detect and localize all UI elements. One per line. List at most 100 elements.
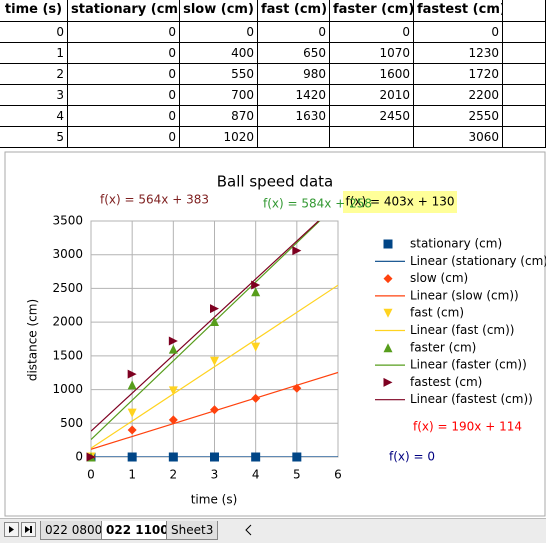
cell[interactable]: 1020: [180, 127, 258, 148]
trendline-equation: f(x) = 190x + 114: [413, 420, 522, 434]
cell[interactable]: 2550: [414, 106, 503, 127]
cell[interactable]: 870: [180, 106, 258, 127]
cell[interactable]: [330, 127, 414, 148]
cell[interactable]: 700: [180, 85, 258, 106]
cell[interactable]: [503, 85, 546, 106]
sheet-tab[interactable]: Sheet3: [166, 521, 219, 540]
cell[interactable]: [503, 127, 546, 148]
spreadsheet: time (s) stationary (cm) slow (cm) fast (cm…: [0, 0, 546, 152]
legend-label: Linear (fast (cm)): [410, 323, 514, 337]
y-tick-label: 3000: [52, 247, 83, 261]
data-point: [168, 452, 178, 462]
data-point: [292, 246, 302, 256]
header-cell[interactable]: fastest (cm): [414, 0, 503, 22]
cell[interactable]: 0: [414, 22, 503, 43]
header-cell[interactable]: time (s): [0, 0, 68, 22]
legend-marker: [383, 274, 393, 284]
legend-marker: [383, 377, 393, 387]
cell[interactable]: 2450: [330, 106, 414, 127]
data-point: [127, 369, 137, 379]
y-tick-label: 3500: [52, 214, 83, 228]
x-tick-label: 5: [293, 468, 301, 482]
cell[interactable]: 0: [68, 106, 180, 127]
data-point: [127, 380, 137, 390]
cell[interactable]: 0: [258, 22, 330, 43]
cell[interactable]: 0: [68, 22, 180, 43]
cell[interactable]: 550: [180, 64, 258, 85]
cell[interactable]: 0: [0, 22, 68, 43]
header-cell[interactable]: slow (cm): [180, 0, 258, 22]
chart: Ball speed data time (s) distance (cm) 0…: [4, 151, 546, 517]
cell[interactable]: 0: [68, 43, 180, 64]
y-tick-label: 1500: [52, 348, 83, 362]
equation-highlight: [343, 191, 457, 213]
data-point: [168, 336, 178, 346]
cell[interactable]: 0: [180, 22, 258, 43]
data-point: [168, 344, 178, 354]
cell[interactable]: 1230: [414, 43, 503, 64]
cell[interactable]: 3060: [414, 127, 503, 148]
data-point: [210, 405, 219, 415]
cell[interactable]: 980: [258, 64, 330, 85]
x-tick-label: 3: [211, 468, 219, 482]
cell[interactable]: 0: [68, 85, 180, 106]
x-axis-label: time (s): [191, 493, 238, 507]
cell[interactable]: 2200: [414, 85, 503, 106]
data-point: [168, 386, 178, 396]
cell[interactable]: [503, 22, 546, 43]
x-tick-label: 6: [334, 468, 342, 482]
cell[interactable]: 4: [0, 106, 68, 127]
trendline-equation: f(x) = 584x + 258: [263, 197, 372, 211]
cell[interactable]: 1720: [414, 64, 503, 85]
cell[interactable]: [258, 127, 330, 148]
cell[interactable]: 1600: [330, 64, 414, 85]
scroll-left[interactable]: [243, 521, 255, 541]
cell[interactable]: 0: [330, 22, 414, 43]
sheet-tab-bar: 022 0800 022 1100 Sheet3: [0, 518, 546, 543]
y-tick-label: 2000: [52, 315, 83, 329]
cell[interactable]: 650: [258, 43, 330, 64]
cell[interactable]: 400: [180, 43, 258, 64]
header-cell[interactable]: stationary (cm): [68, 0, 180, 22]
x-tick-label: 1: [128, 468, 136, 482]
legend-label: faster (cm): [410, 340, 476, 354]
data-point: [86, 452, 96, 462]
cell[interactable]: 1070: [330, 43, 414, 64]
data-point: [251, 393, 261, 403]
cell[interactable]: [503, 43, 546, 64]
header-cell[interactable]: fast (cm): [258, 0, 330, 22]
legend-label: Linear (stationary (cm)): [410, 254, 546, 268]
legend-marker: [383, 343, 393, 353]
data-point: [292, 452, 302, 462]
legend-label: Linear (fastest (cm)): [410, 392, 533, 406]
cell[interactable]: 3: [0, 85, 68, 106]
trendline-equation: f(x) = 564x + 383: [100, 193, 209, 207]
sheet-tab[interactable]: 022 1100: [101, 521, 174, 540]
y-tick-label: 2500: [52, 281, 83, 295]
legend-marker: [383, 239, 393, 249]
cell[interactable]: 0: [68, 64, 180, 85]
cell[interactable]: 2010: [330, 85, 414, 106]
data-point: [251, 452, 261, 462]
x-tick-label: 4: [252, 468, 260, 482]
data-point: [127, 425, 137, 435]
cell[interactable]: 2: [0, 64, 68, 85]
data-point: [251, 342, 261, 352]
cell[interactable]: [503, 64, 546, 85]
legend-label: fastest (cm): [410, 375, 482, 389]
header-cell[interactable]: [503, 0, 546, 22]
y-tick-label: 1000: [52, 382, 83, 396]
cell[interactable]: [503, 106, 546, 127]
trendline-equation: f(x) = 0: [389, 450, 435, 464]
cell[interactable]: 0: [68, 127, 180, 148]
cell[interactable]: 1630: [258, 106, 330, 127]
sheet-tab[interactable]: 022 0800: [40, 521, 108, 540]
header-cell[interactable]: faster (cm): [330, 0, 414, 22]
cell[interactable]: 1: [0, 43, 68, 64]
cell[interactable]: 1420: [258, 85, 330, 106]
data-point: [210, 452, 219, 462]
cell[interactable]: 5: [0, 127, 68, 148]
data-point: [251, 287, 261, 297]
tab-nav-buttons[interactable]: [4, 521, 44, 541]
